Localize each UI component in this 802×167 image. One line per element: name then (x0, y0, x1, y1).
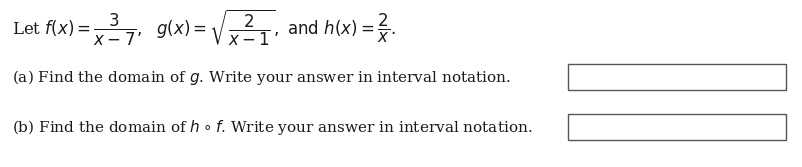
Bar (567, 64, 785, 90)
Text: Let $f(x)=\dfrac{3}{x-7},\ \ g(x)=\sqrt{\dfrac{2}{x-1}},\ \text{and}\ h(x)=\dfra: Let $f(x)=\dfrac{3}{x-7},\ \ g(x)=\sqrt{… (12, 8, 395, 48)
Bar (567, 114, 785, 140)
Text: (b) Find the domain of $h \circ f$. Write your answer in interval notation.: (b) Find the domain of $h \circ f$. Writ… (12, 118, 532, 137)
Text: (a) Find the domain of $g$. Write your answer in interval notation.: (a) Find the domain of $g$. Write your a… (12, 68, 510, 87)
